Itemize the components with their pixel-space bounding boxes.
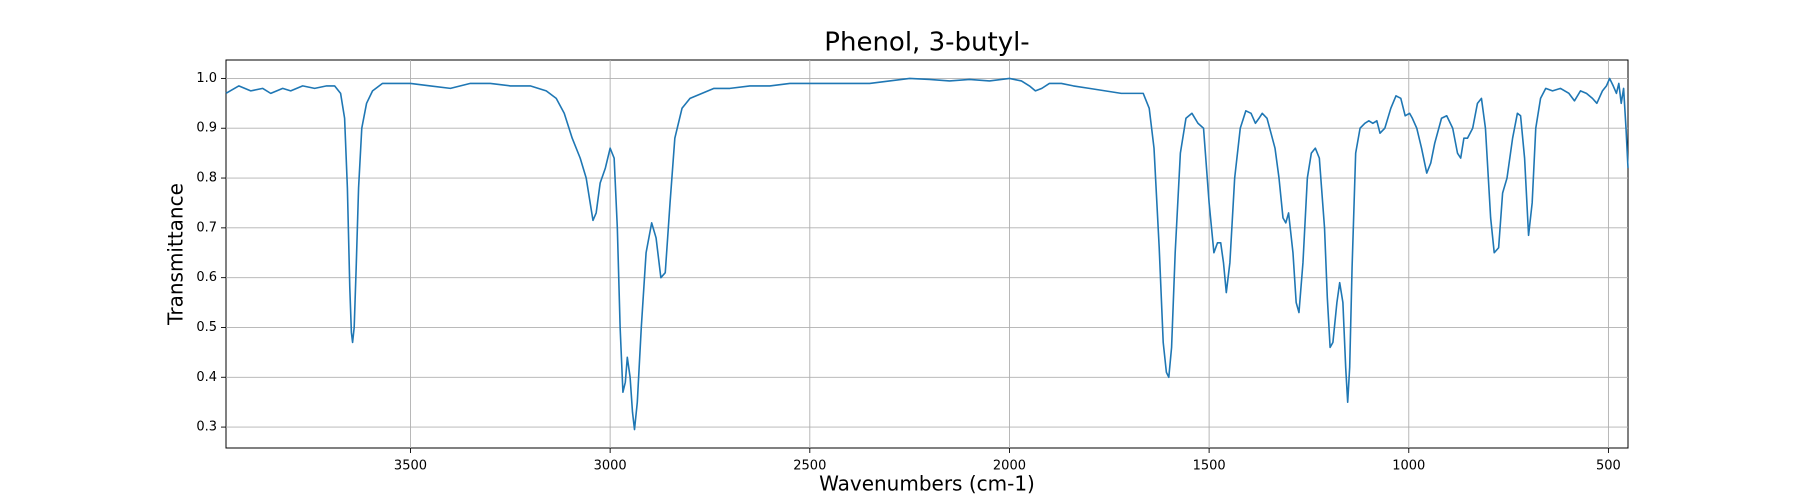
x-tick-label: 3000 [594,459,627,474]
x-tick-label: 1000 [1392,459,1425,474]
plot-frame [225,59,1629,449]
chart-title: Phenol, 3-butyl- [824,28,1029,58]
spectrum-line [225,77,1629,431]
x-tick-label: 1500 [1193,459,1226,474]
y-tick-label: 0.5 [196,320,217,335]
x-axis-label: Wavenumbers (cm-1) [819,472,1035,496]
y-tick-label: 0.6 [196,270,217,285]
y-tick-label: 1.0 [196,71,217,86]
x-tick-label: 3500 [394,459,427,474]
y-tick-label: 0.9 [196,121,217,136]
y-tick-label: 0.4 [196,370,217,385]
y-tick-label: 0.3 [196,420,217,435]
y-axis-label: Transmittance [164,183,188,326]
y-tick-label: 0.8 [196,171,217,186]
x-tick-label: 2500 [793,459,826,474]
x-tick-label: 2000 [993,459,1026,474]
y-tick-label: 0.7 [196,220,217,235]
x-tick-label: 500 [1596,459,1621,474]
